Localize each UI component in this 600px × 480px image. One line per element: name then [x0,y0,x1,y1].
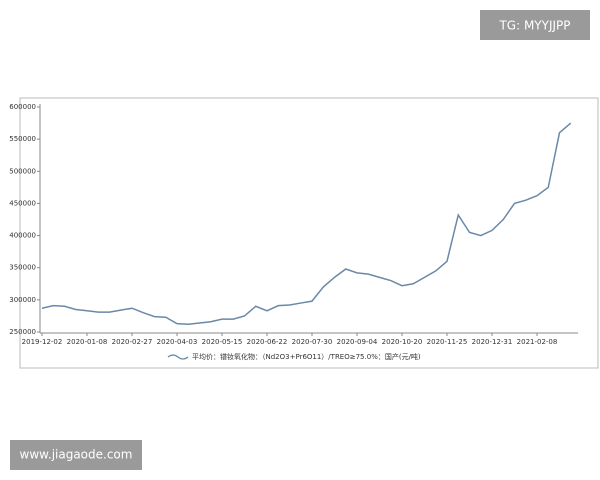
watermark-box [10,440,142,470]
y-tick-label: 550000 [9,135,36,143]
watermark: www.jiagaode.com [20,448,133,462]
x-tick-label: 2020-02-27 [112,338,153,346]
x-tick-label: 2020-09-04 [337,338,378,346]
x-tick-label: 2020-05-15 [202,338,243,346]
x-tick-label: 2020-10-20 [382,338,423,346]
y-tick-label: 450000 [9,199,36,207]
y-tick-label: 350000 [9,264,36,272]
x-tick-label: 2020-07-30 [292,338,333,346]
x-tick-label: 2020-12-31 [472,338,513,346]
chart-frame [19,97,599,369]
y-tick-label: 250000 [9,328,36,336]
y-tick-label: 400000 [9,232,36,240]
x-tick-label: 2020-01-08 [67,338,108,346]
x-tick-label: 2020-11-25 [427,338,468,346]
legend-label: 平均价：镨钕氧化物：（Nd2O3+Pr6O11）/TREO≥75.0%：国产(元… [192,352,421,361]
series-line [41,122,572,326]
y-tick-label: 300000 [9,296,36,304]
x-tick-label: 2020-06-22 [247,338,288,346]
watermark: TG: MYYJJPP [498,19,570,33]
x-tick-label: 2021-02-08 [517,338,558,346]
x-tick-label: 2020-04-03 [157,338,198,346]
x-tick-label: 2019-12-02 [22,338,63,346]
y-tick-label: 600000 [9,103,36,111]
y-tick-label: 500000 [9,167,36,175]
watermark-box [480,10,590,40]
legend-swatch [167,354,189,360]
